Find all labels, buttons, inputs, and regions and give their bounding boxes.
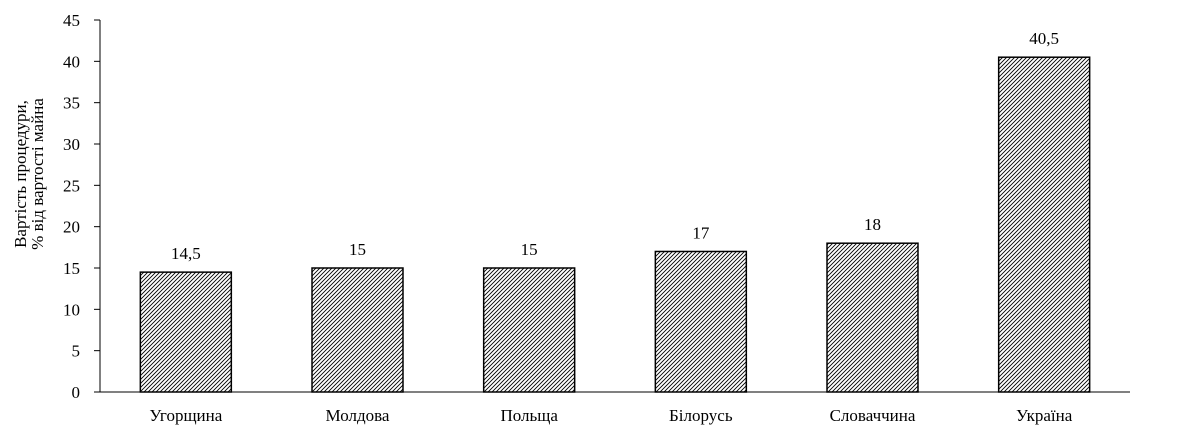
bar [139, 271, 233, 393]
data-label: 15 [349, 240, 366, 259]
x-axis-categories: Угорщина Молдова Польща Білорусь Словаччина У… [149, 406, 1072, 425]
bar [482, 267, 576, 393]
x-category-label: Молдова [326, 406, 390, 425]
y-tick-label: 0 [72, 383, 81, 402]
x-category-label: Білорусь [669, 406, 733, 425]
y-tick-label: 15 [63, 259, 80, 278]
data-label: 18 [864, 215, 881, 234]
bar [997, 56, 1091, 393]
x-category-label: Угорщина [149, 406, 222, 425]
x-category-label: Словаччина [830, 406, 916, 425]
x-category-label: Польща [500, 406, 558, 425]
y-axis-ticks: 0 5 10 15 20 25 30 35 40 45 [63, 11, 100, 402]
y-tick-label: 30 [63, 135, 80, 154]
y-axis-title-line: % від вартості майна [28, 98, 47, 250]
y-tick-label: 40 [63, 52, 80, 71]
y-tick-label: 20 [63, 218, 80, 237]
y-tick-label: 10 [63, 300, 80, 319]
x-category-label: Україна [1016, 406, 1073, 425]
bar [654, 250, 748, 393]
bars [139, 56, 1091, 393]
bar [311, 267, 404, 393]
y-axis-title: Вартість процедури,% від вартості майна [11, 98, 47, 250]
bar [826, 242, 919, 393]
data-labels: 14,5 15 15 17 18 40,5 [171, 29, 1059, 263]
axes [99, 20, 1130, 393]
y-tick-label: 45 [63, 11, 80, 30]
data-label: 14,5 [171, 244, 201, 263]
y-tick-label: 25 [63, 176, 80, 195]
y-tick-label: 5 [72, 342, 81, 361]
data-label: 40,5 [1029, 29, 1059, 48]
y-tick-label: 35 [63, 94, 80, 113]
data-label: 17 [692, 223, 710, 242]
y-axis-title-line: Вартість процедури, [11, 100, 30, 248]
data-label: 15 [521, 240, 538, 259]
